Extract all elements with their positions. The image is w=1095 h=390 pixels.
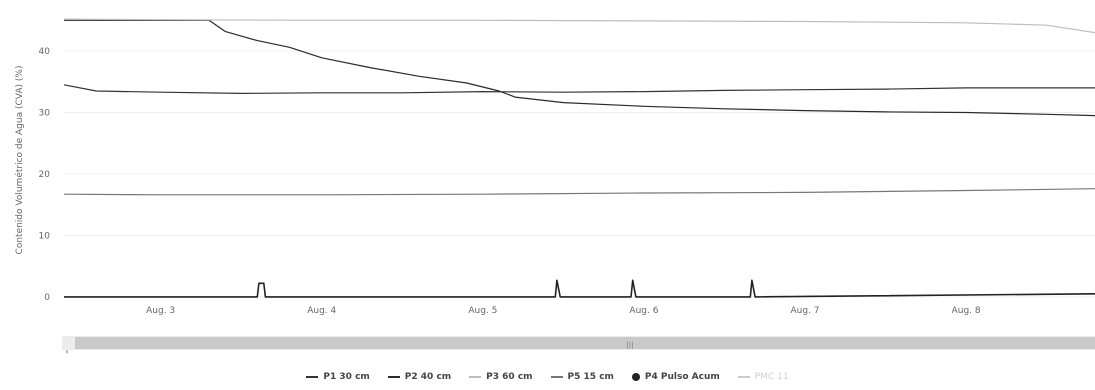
legend-line-icon bbox=[387, 376, 400, 378]
legend-item-p5-15-cm[interactable]: P5 15 cm bbox=[550, 372, 614, 382]
y-axis-label: Contenido Volumétrico de Agua (CVA) (%) bbox=[14, 66, 25, 255]
legend-line-icon bbox=[737, 376, 750, 378]
y-tick-label: 30 bbox=[39, 108, 51, 118]
legend-label: P5 15 cm bbox=[567, 372, 614, 382]
x-tick-label: Aug. 4 bbox=[307, 306, 336, 316]
scrollbar-grip-icon[interactable]: ||| bbox=[626, 341, 633, 349]
legend-label: P1 30 cm bbox=[323, 372, 370, 382]
legend-line-icon bbox=[306, 376, 319, 378]
series-line-p1-30-cm[interactable] bbox=[63, 84, 1095, 94]
x-tick-label: Aug. 3 bbox=[146, 306, 175, 316]
legend-line-icon bbox=[469, 376, 482, 378]
legend: P1 30 cm P2 40 cm P3 60 cm P5 15 cm P4 Pulso… bbox=[0, 368, 1095, 386]
series-line-p3-60-cm[interactable] bbox=[63, 18, 1095, 34]
legend-label: P4 Pulso Acum bbox=[644, 372, 720, 382]
legend-dot-icon bbox=[631, 373, 640, 381]
x-axis: Aug. 3 Aug. 4 Aug. 5 Aug. 6 Aug. 7 Aug. 8 bbox=[146, 306, 981, 316]
x-tick-label: Aug. 5 bbox=[468, 306, 497, 316]
scrollbar-thumb[interactable] bbox=[75, 337, 1095, 349]
series-line-p4-pulso-acum[interactable] bbox=[64, 279, 1095, 298]
legend-item-p1-30-cm[interactable]: P1 30 cm bbox=[306, 372, 370, 382]
legend-item-p2-40-cm[interactable]: P2 40 cm bbox=[387, 372, 452, 382]
series-line-p5-15-cm[interactable] bbox=[63, 188, 1095, 196]
legend-label: P2 40 cm bbox=[404, 372, 452, 382]
legend-line-icon bbox=[550, 376, 563, 378]
legend-label: P3 60 cm bbox=[486, 372, 533, 382]
legend-label: PMC 11 bbox=[754, 372, 789, 382]
x-tick-label: Aug. 7 bbox=[791, 306, 820, 316]
legend-item-p4-pulso-acum[interactable]: P4 Pulso Acum bbox=[631, 372, 720, 382]
navigator-scrollbar[interactable] bbox=[62, 336, 1095, 350]
x-tick-label: Aug. 6 bbox=[629, 306, 658, 316]
legend-item-p3-60-cm[interactable]: P3 60 cm bbox=[469, 372, 533, 382]
series-group bbox=[63, 18, 1095, 298]
y-tick-label: 40 bbox=[39, 47, 51, 57]
y-tick-label: 10 bbox=[39, 231, 51, 241]
series-line-p2-40-cm[interactable] bbox=[64, 19, 1095, 117]
y-axis: 0 10 20 30 40 bbox=[39, 47, 51, 303]
legend-item-pmc-11[interactable]: PMC 11 bbox=[737, 372, 789, 382]
y-tick-label: 0 bbox=[44, 293, 50, 303]
scroll-left-arrow-icon[interactable]: ‹ bbox=[65, 347, 69, 356]
y-tick-label: 20 bbox=[39, 170, 51, 180]
x-tick-label: Aug. 8 bbox=[952, 306, 981, 316]
